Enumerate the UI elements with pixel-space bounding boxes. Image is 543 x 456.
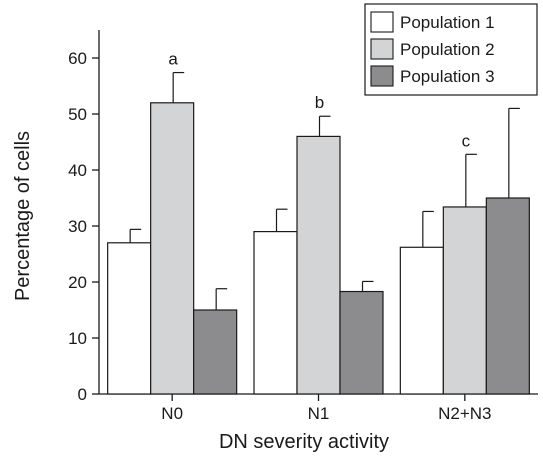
bar-3-n0 — [193, 309, 238, 395]
y-ticks: 0 10 20 30 40 50 60 — [68, 49, 99, 404]
bars — [107, 102, 530, 395]
y-axis-title: Percentage of cells — [12, 131, 34, 301]
significance-labels: a b c — [168, 50, 470, 151]
bar-3-n1 — [339, 290, 384, 395]
bar-1-n2-n3 — [399, 246, 444, 395]
bar-2-n1 — [296, 135, 341, 395]
x-ticks: N0 N1 N2+N3 — [161, 394, 492, 423]
legend: Population 1 Population 2 Population 3 — [364, 3, 538, 96]
legend-label: Population 1 — [400, 13, 495, 32]
significance-label: a — [168, 50, 178, 69]
significance-label: c — [462, 131, 471, 150]
legend-frame — [364, 3, 538, 96]
x-axis-title: DN severity activity — [219, 431, 389, 453]
x-tick-label: N2+N3 — [438, 404, 491, 423]
y-tick-label: 60 — [68, 49, 87, 68]
bar-2-n2-n3 — [442, 206, 487, 395]
y-tick-label: 30 — [68, 217, 87, 236]
bar-2-n0 — [150, 102, 195, 395]
y-tick-label: 20 — [68, 273, 87, 292]
bar-1-n1 — [253, 231, 298, 395]
y-tick-label: 10 — [68, 329, 87, 348]
error-bars — [129, 71, 520, 310]
x-tick-label: N0 — [161, 404, 183, 423]
bar-1-n0 — [107, 242, 152, 395]
legend-label: Population 3 — [400, 67, 495, 86]
significance-label: b — [315, 93, 324, 112]
legend-swatch — [370, 11, 394, 33]
legend-label: Population 2 — [400, 40, 495, 59]
bar-3-n2-n3 — [485, 197, 530, 395]
legend-swatch — [370, 38, 394, 60]
y-tick-label: 50 — [68, 105, 87, 124]
y-tick-label: 0 — [78, 385, 87, 404]
legend-swatch — [370, 65, 394, 87]
y-tick-label: 40 — [68, 161, 87, 180]
x-tick-label: N1 — [308, 404, 330, 423]
